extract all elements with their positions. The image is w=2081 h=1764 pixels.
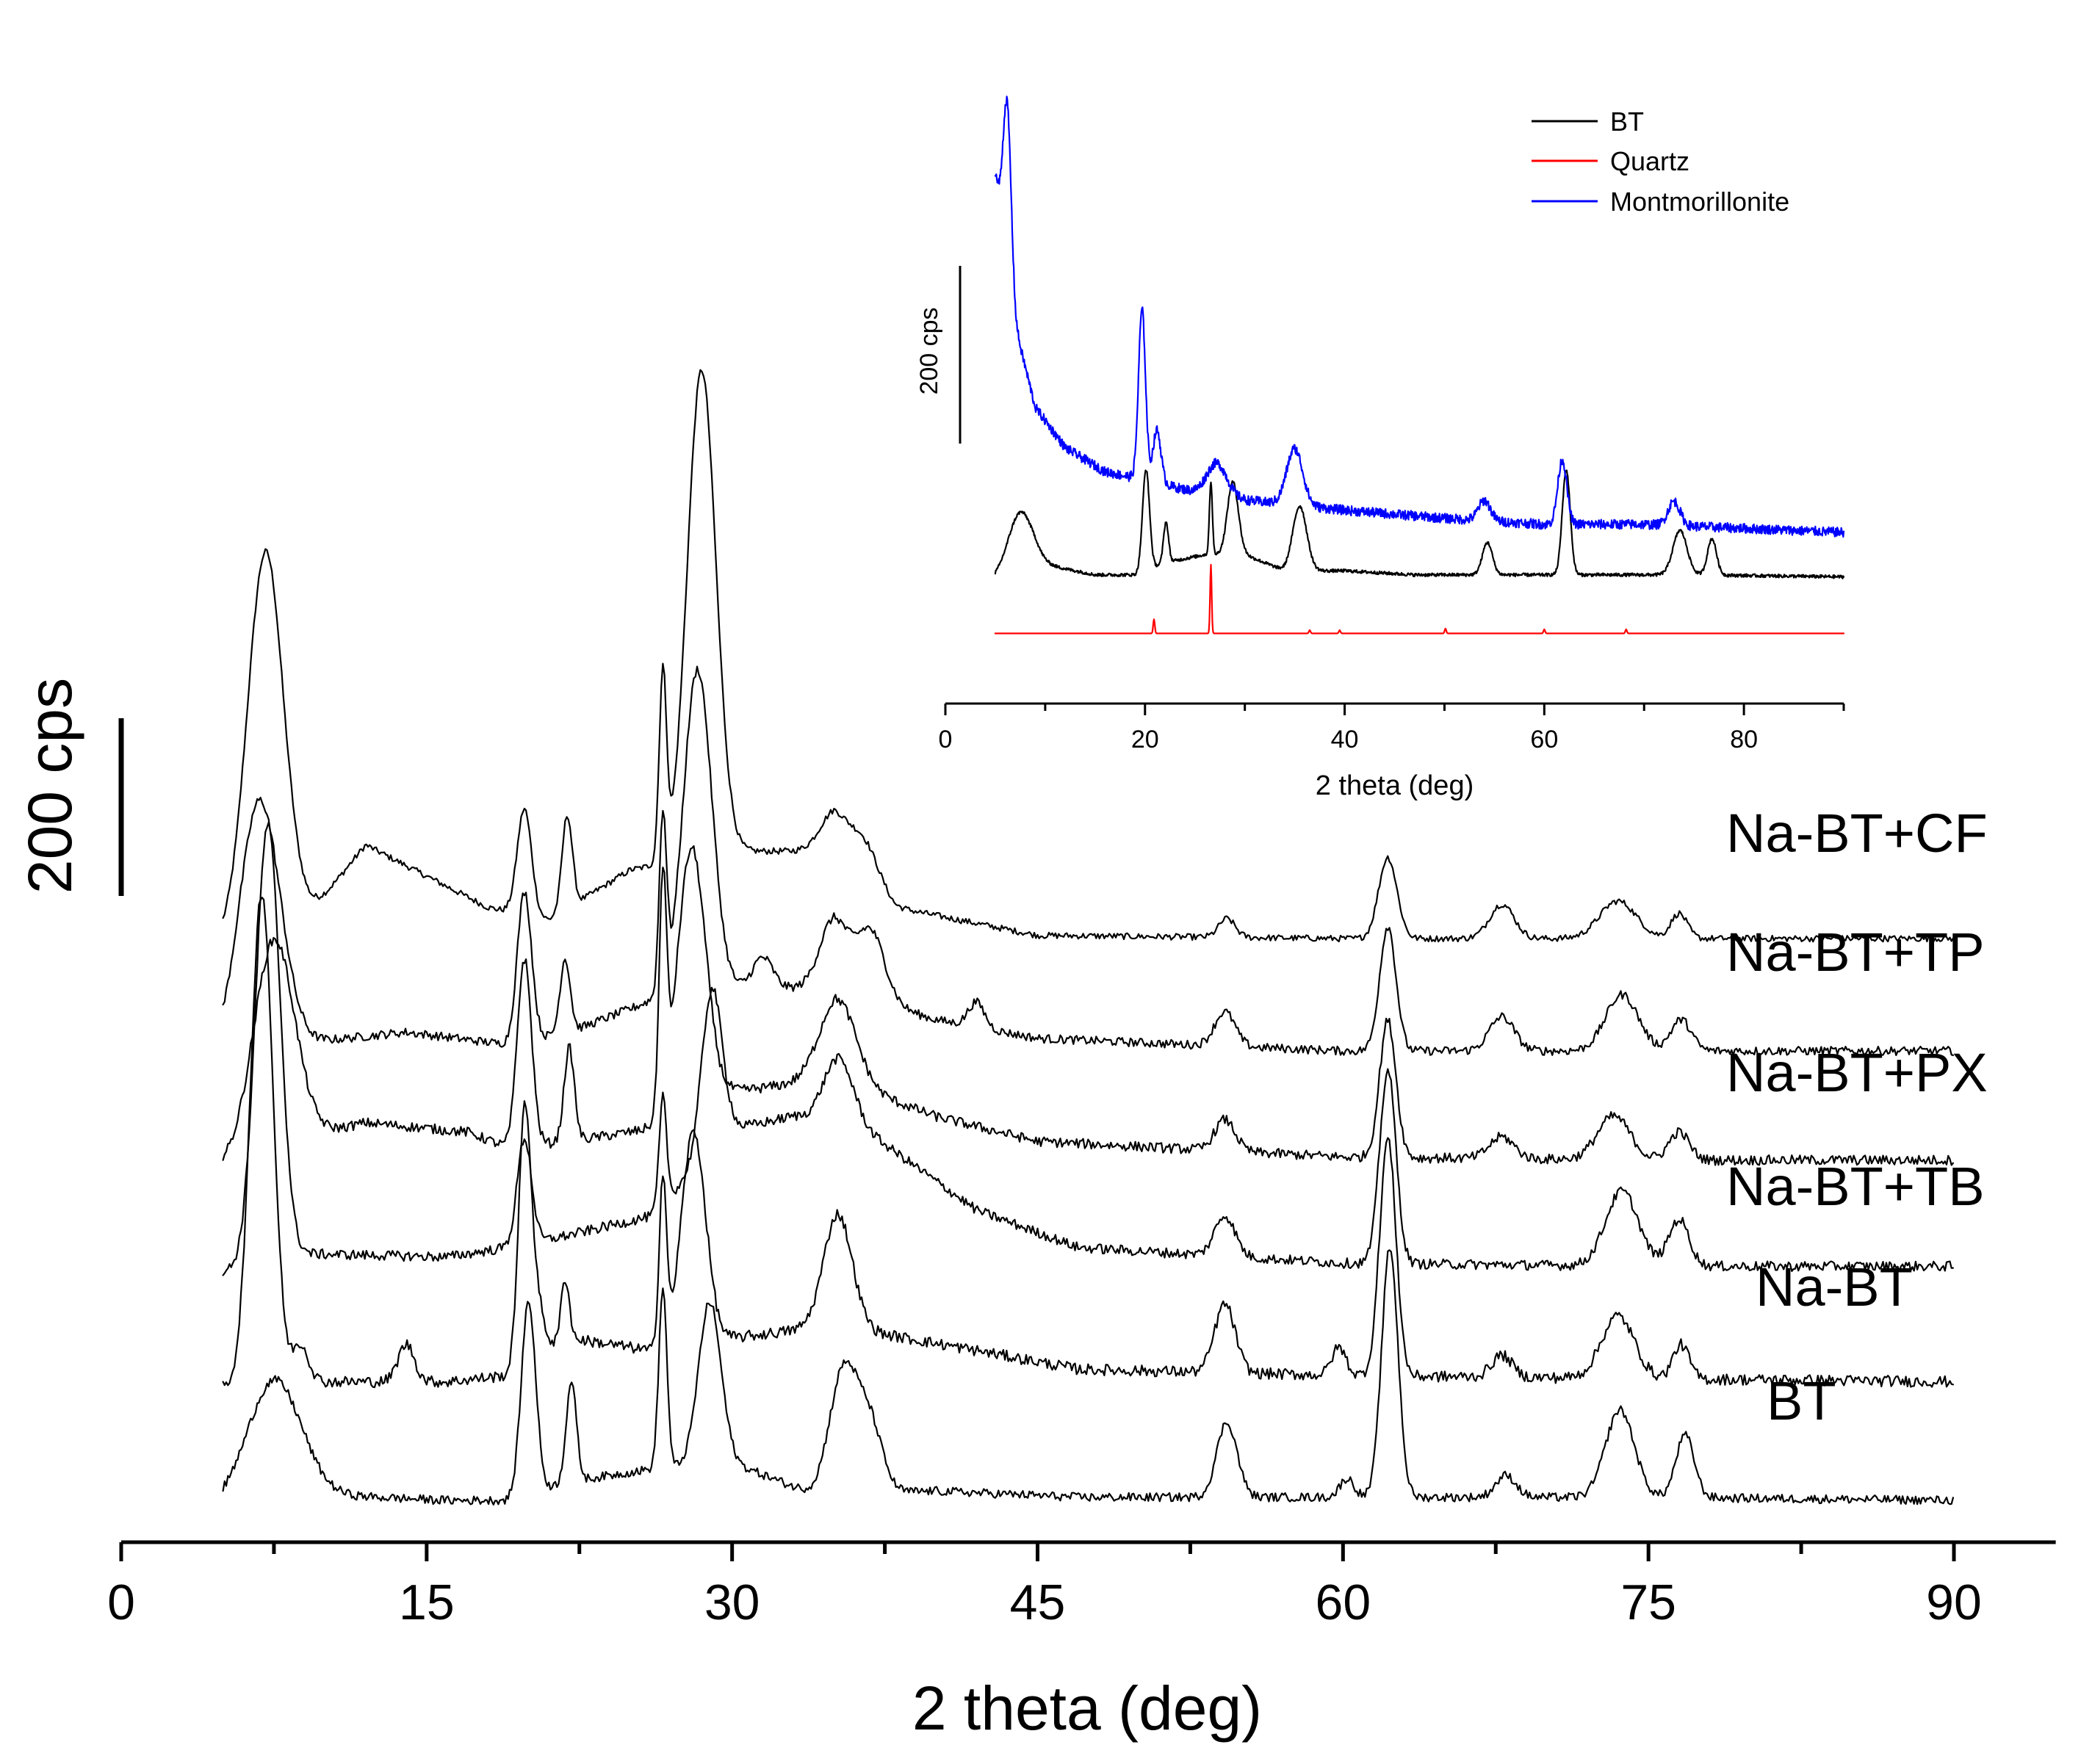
legend-label-bt: BT [1610,106,1644,137]
inset-traces [994,95,1845,635]
x-tick-label: 30 [704,1575,760,1630]
inset-x-tick-label: 0 [939,726,953,753]
series-label-na-bt-tb: Na-BT+TB [1726,1156,1985,1217]
inset-x-axis-label: 2 theta (deg) [1316,770,1474,801]
inset-x-tick-label: 80 [1730,726,1758,753]
trace-quartz [994,563,1845,635]
legend-label-quartz: Quartz [1610,146,1689,176]
trace-na-bt-cf [222,369,1954,943]
inset-x-ticks: 0 20 40 60 80 [939,704,1845,753]
inset-x-tick-label: 40 [1331,726,1359,753]
trace-na-bt [222,897,1954,1389]
legend-label-montmorillonite: Montmorillonite [1610,187,1789,217]
main-series-labels: Na-BT+CF Na-BT+TP Na-BT+PX Na-BT+TB Na-BT BT [1726,803,1988,1431]
trace-na-bt-tp [222,665,1954,1056]
x-tick-label: 45 [1010,1575,1066,1630]
trace-na-bt-px [222,845,1954,1166]
trace-montmorillonite [994,95,1845,538]
main-x-axis-label: 2 theta (deg) [912,1674,1262,1743]
x-tick-label: 0 [107,1575,135,1630]
main-traces [222,369,1954,1505]
series-label-na-bt-px: Na-BT+PX [1726,1042,1988,1103]
inset-x-tick-label: 20 [1131,726,1159,753]
inset-legend: BT Quartz Montmorillonite [1532,106,1789,217]
trace-bt [994,469,1845,579]
main-scale-bar-label: 200 cps [15,678,84,894]
main-chart: Na-BT+CFNa-BT+TPNa-BT+PXNa-BT+TBNa-BTBT … [15,369,2056,1743]
x-tick-label: 75 [1620,1575,1676,1630]
x-tick-label: 90 [1926,1575,1982,1630]
series-label-na-bt: Na-BT [1756,1257,1913,1317]
trace-bt [222,1249,1954,1505]
series-label-na-bt-tp: Na-BT+TP [1726,922,1985,983]
main-x-ticks: 0 15 30 45 60 75 90 [107,1542,1982,1630]
x-tick-label: 60 [1316,1575,1371,1630]
series-label-na-bt-cf: Na-BT+CF [1726,803,1988,864]
x-tick-label: 15 [399,1575,455,1630]
trace-na-bt-tb [222,821,1954,1276]
series-label-bt: BT [1767,1370,1836,1431]
inset-scale-bar-label: 200 cps [915,307,943,394]
inset-chart: 0 20 40 60 80 200 cps 2 theta (deg) BT Quart… [915,95,1845,801]
inset-x-tick-label: 60 [1530,726,1558,753]
